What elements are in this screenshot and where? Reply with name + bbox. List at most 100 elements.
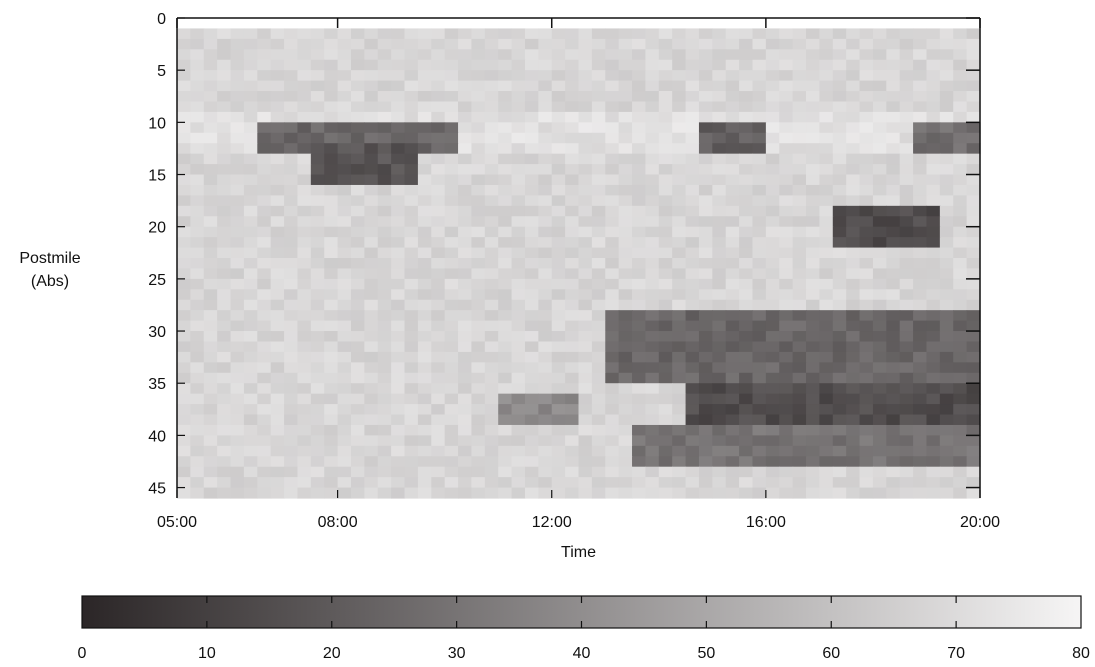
- heatmap-cell: [431, 132, 446, 144]
- heatmap-cell: [284, 91, 299, 103]
- heatmap-cell: [364, 414, 379, 426]
- heatmap-cell: [953, 362, 968, 374]
- heatmap-cell: [458, 184, 473, 196]
- heatmap-cell: [913, 383, 928, 395]
- heatmap-cell: [243, 70, 258, 82]
- heatmap-cell: [177, 278, 191, 290]
- heatmap-cell: [337, 28, 352, 40]
- heatmap-cell: [953, 143, 968, 155]
- heatmap-cell: [739, 362, 754, 374]
- heatmap-cell: [484, 226, 499, 238]
- heatmap-cell: [819, 414, 834, 426]
- heatmap-cell: [270, 435, 285, 447]
- heatmap-cell: [471, 278, 486, 290]
- heatmap-cell: [377, 247, 392, 259]
- heatmap-cell: [458, 153, 473, 165]
- heatmap-cell: [779, 278, 794, 290]
- heatmap-cell: [243, 351, 258, 363]
- heatmap-cell: [591, 456, 606, 468]
- heatmap-cell: [739, 132, 754, 144]
- heatmap-cell: [872, 362, 887, 374]
- heatmap-cell: [270, 466, 285, 478]
- heatmap-cell: [846, 268, 861, 280]
- heatmap-cell: [859, 310, 874, 322]
- heatmap-cell: [913, 101, 928, 113]
- heatmap-cell: [257, 59, 272, 71]
- heatmap-cell: [337, 351, 352, 363]
- heatmap-cell: [846, 331, 861, 343]
- heatmap-cell: [284, 164, 299, 176]
- heatmap-cell: [832, 49, 847, 61]
- heatmap-cell: [712, 80, 727, 92]
- heatmap-cell: [350, 195, 365, 207]
- heatmap-cell: [417, 310, 432, 322]
- heatmap-cell: [698, 91, 713, 103]
- heatmap-cell: [739, 164, 754, 176]
- heatmap-cell: [498, 38, 513, 50]
- heatmap-cell: [324, 143, 339, 155]
- heatmap-cell: [458, 237, 473, 249]
- heatmap-cell: [846, 372, 861, 384]
- heatmap-cell: [243, 414, 258, 426]
- heatmap-cell: [939, 362, 954, 374]
- heatmap-cell: [725, 424, 740, 436]
- heatmap-cell: [913, 70, 928, 82]
- heatmap-cell: [431, 38, 446, 50]
- heatmap-cell: [498, 393, 513, 405]
- heatmap-cell: [913, 424, 928, 436]
- heatmap-cell: [431, 445, 446, 457]
- heatmap-cell: [324, 466, 339, 478]
- heatmap-cell: [511, 466, 526, 478]
- heatmap-cell: [752, 456, 767, 468]
- heatmap-cell: [297, 404, 312, 416]
- heatmap-cell: [859, 466, 874, 478]
- heatmap-cell: [404, 80, 419, 92]
- heatmap-cell: [819, 80, 834, 92]
- heatmap-cell: [203, 351, 218, 363]
- heatmap-cell: [230, 216, 245, 228]
- heatmap-cell: [310, 247, 325, 259]
- heatmap-cell: [792, 424, 807, 436]
- heatmap-cell: [377, 351, 392, 363]
- heatmap-cell: [484, 404, 499, 416]
- heatmap-cell: [444, 383, 459, 395]
- heatmap-cell: [859, 91, 874, 103]
- heatmap-cell: [391, 111, 406, 123]
- heatmap-cell: [324, 226, 339, 238]
- heatmap-cell: [819, 456, 834, 468]
- heatmap-cell: [779, 487, 794, 499]
- heatmap-cell: [243, 28, 258, 40]
- heatmap-cell: [846, 164, 861, 176]
- heatmap-cell: [230, 28, 245, 40]
- heatmap-cell: [698, 383, 713, 395]
- heatmap-cell: [618, 216, 633, 228]
- heatmap-cell: [685, 101, 700, 113]
- heatmap-cell: [859, 59, 874, 71]
- heatmap-cell: [431, 414, 446, 426]
- heatmap-cell: [243, 247, 258, 259]
- heatmap-cell: [458, 70, 473, 82]
- heatmap-cell: [444, 456, 459, 468]
- heatmap-cell: [779, 372, 794, 384]
- heatmap-cell: [444, 59, 459, 71]
- heatmap-cell: [498, 247, 513, 259]
- heatmap-cell: [886, 445, 901, 457]
- heatmap-cell: [243, 320, 258, 332]
- heatmap-cell: [484, 205, 499, 217]
- heatmap-cell: [257, 216, 272, 228]
- heatmap-cell: [846, 226, 861, 238]
- heatmap-cell: [966, 351, 981, 363]
- heatmap-cell: [337, 278, 352, 290]
- heatmap-cell: [578, 341, 593, 353]
- heatmap-cell: [310, 351, 325, 363]
- heatmap-cell: [350, 477, 365, 489]
- heatmap-cell: [926, 310, 941, 322]
- heatmap-cell: [498, 320, 513, 332]
- heatmap-cell: [431, 341, 446, 353]
- heatmap-cell: [538, 487, 553, 499]
- heatmap-cell: [337, 477, 352, 489]
- heatmap-cell: [417, 331, 432, 343]
- heatmap-cell: [832, 351, 847, 363]
- heatmap-cell: [846, 132, 861, 144]
